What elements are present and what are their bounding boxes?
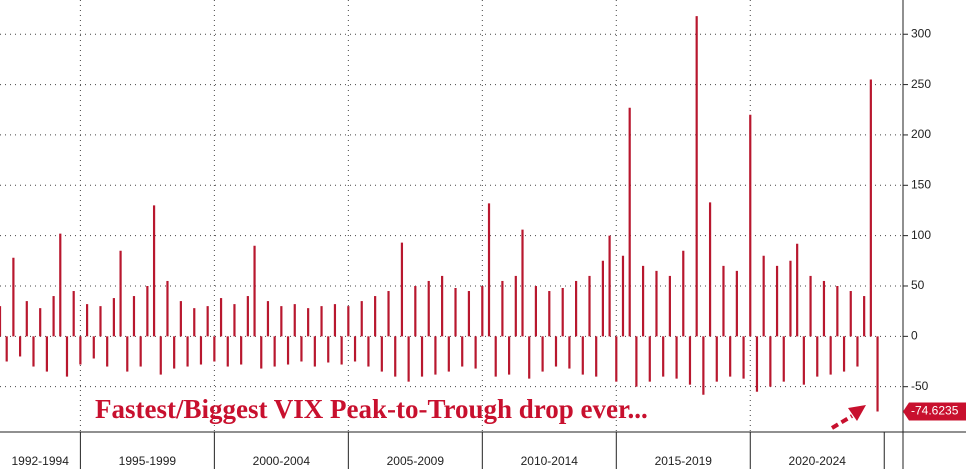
y-tick-label: 150 (911, 177, 931, 191)
period-label: 2005-2009 (387, 454, 445, 468)
arrow-head (848, 405, 866, 421)
y-tick-label: 200 (911, 127, 931, 141)
y-tick-label: 50 (911, 278, 925, 292)
period-label: 2010-2014 (521, 454, 579, 468)
last-value-label: -74.6235 (911, 404, 959, 418)
y-tick-label: 250 (911, 77, 931, 91)
period-label: 1992-1994 (11, 454, 69, 468)
arrow (830, 414, 854, 430)
period-label: 2015-2019 (655, 454, 713, 468)
period-label: 2020-2024 (789, 454, 847, 468)
y-tick-label: 100 (911, 228, 931, 242)
annotation: Fastest/Biggest VIX Peak-to-Trough drop … (95, 394, 648, 424)
y-tick-label: 300 (911, 26, 931, 40)
y-tick-label: 0 (911, 329, 918, 343)
period-label: 2000-2004 (253, 454, 311, 468)
period-label: 1995-1999 (119, 454, 177, 468)
y-tick-label: -50 (911, 379, 929, 393)
last-value-box (903, 402, 966, 421)
